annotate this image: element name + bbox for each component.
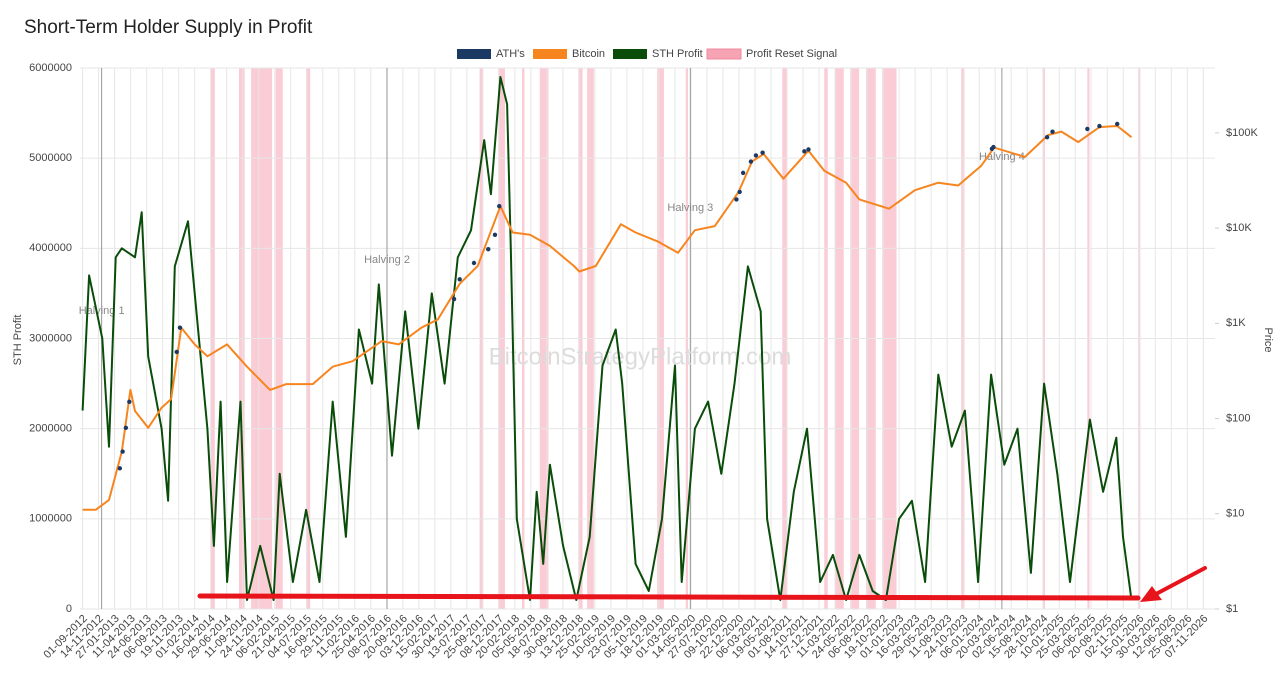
y2-tick-label: $10 — [1226, 508, 1244, 520]
highlight-line — [197, 593, 1141, 601]
series-line — [82, 125, 1133, 511]
ath-point — [748, 159, 754, 164]
ath-point — [1050, 129, 1055, 134]
ath-point — [760, 150, 765, 155]
ath-point — [471, 260, 477, 266]
y-tick-label: 4000000 — [29, 242, 72, 254]
y-tick-label: 1000000 — [29, 513, 72, 525]
ath-point — [1085, 126, 1090, 132]
ath-point — [486, 247, 491, 252]
ath-point — [451, 296, 457, 302]
ath-point — [177, 325, 183, 330]
y2-tick-label: $1K — [1226, 317, 1246, 329]
legend-swatch — [457, 49, 491, 59]
ath-point — [117, 466, 123, 471]
y-tick-label: 3000000 — [29, 332, 72, 344]
y-tick-label: 5000000 — [29, 152, 72, 164]
halving-label: Halving 1 — [79, 305, 125, 317]
y2-tick-label: $100K — [1226, 127, 1258, 139]
marks: Halving 1 Halving 2 Halving 3 Halving 4 — [79, 76, 1133, 601]
series-line — [81, 76, 1133, 601]
ath-point — [497, 203, 502, 209]
legend: ATH's Bitcoin STH Profit Profit Reset Signa… — [457, 48, 837, 60]
ath-point — [734, 197, 739, 202]
ath-point — [737, 189, 742, 195]
ath-point — [492, 232, 498, 238]
y-tick-label: 2000000 — [29, 423, 72, 435]
y2-tick-label: $10K — [1226, 222, 1252, 234]
legend-swatch — [706, 48, 742, 60]
watermark: BitcoinStrategyPlatform.com — [489, 343, 792, 370]
legend-label: STH Profit — [652, 48, 703, 60]
ath-point — [740, 170, 746, 176]
ath-point — [753, 153, 759, 158]
legend-label: Bitcoin — [572, 48, 605, 60]
legend-swatch — [533, 49, 567, 59]
halving-label: Halving 4 — [979, 151, 1025, 163]
ath-point — [120, 449, 125, 454]
ath-point — [457, 277, 462, 282]
legend-label: Profit Reset Signal — [746, 48, 837, 60]
ath-point — [1044, 135, 1050, 140]
ath-point — [123, 425, 129, 430]
ath-point — [127, 399, 132, 404]
y2-tick-label: $100 — [1226, 412, 1250, 424]
ath-point — [806, 147, 811, 152]
legend-swatch — [613, 49, 647, 59]
highlight-arrow — [1154, 566, 1207, 596]
chart-title: Short-Term Holder Supply in Profit — [24, 17, 313, 38]
ath-point — [802, 149, 807, 154]
halving-label: Halving 3 — [667, 202, 713, 214]
ath-point — [1115, 121, 1120, 127]
ath-point — [991, 144, 996, 150]
y-tick-label: 6000000 — [29, 62, 72, 74]
y-axis-label: STH Profit — [12, 315, 24, 366]
ath-point — [174, 349, 179, 355]
legend-label: ATH's — [496, 48, 525, 60]
y-tick-label: 0 — [66, 603, 72, 615]
highlight-arrow-head — [1140, 586, 1162, 602]
ath-point — [1097, 123, 1102, 129]
y2-axis-label: Price — [1262, 327, 1274, 352]
halving-label: Halving 2 — [364, 254, 410, 266]
y2-tick-label: $1 — [1226, 603, 1238, 615]
